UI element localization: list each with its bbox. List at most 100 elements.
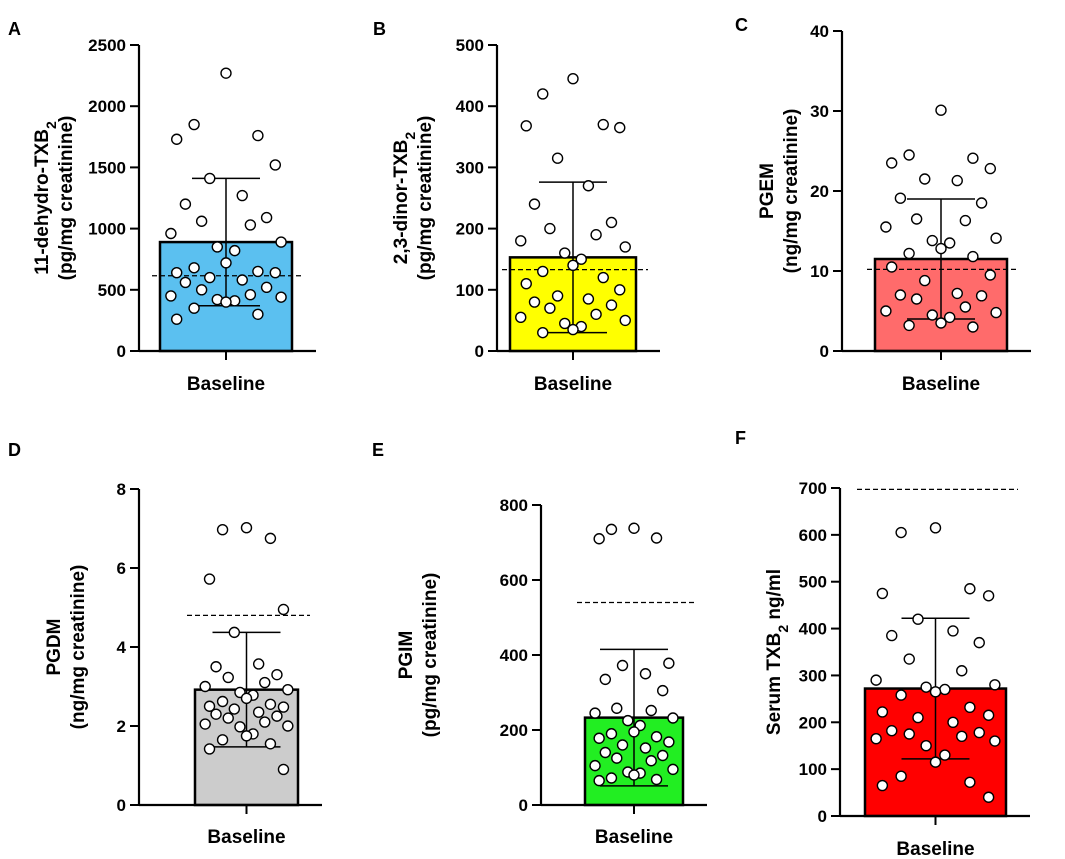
data-point: [616, 659, 629, 672]
panel-letter: A: [8, 19, 21, 39]
panel-letter: D: [8, 440, 21, 460]
data-point: [269, 266, 281, 279]
y-tick-label: 400: [799, 620, 827, 639]
data-point: [165, 227, 177, 240]
data-point: [876, 587, 889, 600]
data-point: [611, 702, 623, 714]
data-point: [920, 681, 932, 693]
data-point: [582, 180, 595, 192]
data-point: [222, 671, 234, 684]
data-point: [947, 716, 959, 728]
data-point: [895, 770, 907, 782]
data-point: [537, 326, 549, 339]
data-point: [605, 299, 618, 311]
data-point: [252, 658, 265, 670]
y-axis-title-subscript: 2: [402, 132, 418, 140]
data-point: [593, 533, 605, 545]
data-point: [277, 763, 290, 776]
data-point: [903, 728, 915, 740]
data-point: [605, 523, 618, 536]
data-point: [886, 629, 898, 642]
data-point: [520, 120, 532, 132]
y-tick-label: 300: [456, 158, 484, 177]
data-point: [967, 152, 979, 164]
data-point: [611, 752, 623, 764]
panel-letter: F: [735, 428, 746, 448]
data-point: [165, 290, 177, 302]
data-point: [264, 738, 277, 750]
data-point: [903, 149, 915, 161]
data-point: [975, 197, 988, 209]
data-point: [990, 306, 1002, 319]
data-point: [559, 317, 571, 330]
data-point: [204, 172, 216, 185]
data-point: [282, 683, 294, 696]
data-point: [989, 679, 1001, 691]
data-point: [567, 72, 579, 85]
data-point: [880, 305, 892, 317]
data-point: [203, 743, 216, 755]
data-point: [926, 309, 938, 321]
y-tick-label: 6: [117, 559, 126, 578]
data-point: [959, 301, 972, 313]
data-point: [582, 293, 595, 305]
data-point: [645, 755, 657, 767]
data-point: [551, 152, 564, 164]
y-tick-label: 500: [456, 36, 484, 55]
data-point: [982, 590, 995, 602]
y-tick-label: 0: [475, 342, 484, 361]
data-point: [926, 234, 938, 247]
data-point: [650, 773, 663, 786]
y-axis-title-units: (pg/mg creatinine): [56, 116, 77, 281]
data-point: [599, 746, 611, 759]
x-category-label: Baseline: [902, 374, 980, 395]
data-point: [575, 253, 587, 265]
y-tick-label: 400: [500, 646, 528, 665]
y-tick-label: 0: [820, 342, 829, 361]
data-point: [964, 583, 976, 595]
data-point: [599, 673, 611, 686]
data-point: [903, 247, 915, 260]
data-point: [204, 271, 216, 284]
data-point: [170, 133, 183, 145]
data-point: [188, 262, 200, 274]
data-point: [597, 118, 609, 131]
data-point: [222, 712, 234, 724]
data-point: [929, 756, 942, 768]
data-point: [203, 700, 216, 712]
data-point: [515, 311, 527, 324]
data-point: [593, 774, 605, 787]
data-point: [935, 317, 947, 329]
data-point: [645, 704, 657, 717]
data-point: [939, 683, 951, 696]
x-category-label: Baseline: [207, 827, 285, 848]
data-point: [240, 692, 253, 705]
y-tick-label: 2500: [88, 36, 126, 55]
data-point: [880, 221, 892, 233]
data-point: [894, 289, 907, 301]
data-point: [260, 281, 273, 294]
x-category-label: Baseline: [595, 827, 673, 848]
data-point: [275, 291, 287, 303]
data-point: [616, 739, 629, 751]
y-tick-label: 800: [500, 496, 528, 515]
y-tick-label: 200: [500, 721, 528, 740]
data-point: [597, 271, 609, 284]
data-point: [667, 763, 679, 776]
data-point: [947, 625, 959, 637]
y-axis-title-tail: ng/ml: [764, 569, 785, 625]
y-tick-label: 1000: [88, 220, 126, 239]
y-axis-title: PGDM: [44, 619, 65, 676]
data-point: [179, 198, 192, 210]
y-axis-title-subscript: 2: [43, 121, 59, 129]
y-axis-title-subscript: 2: [775, 625, 791, 633]
y-axis-title: 11-dehydro-TXB2: [32, 121, 59, 275]
data-point: [271, 668, 283, 681]
data-point: [211, 241, 224, 253]
data-point: [264, 532, 277, 545]
data-point: [220, 257, 232, 269]
data-point: [912, 613, 924, 625]
data-point: [650, 532, 663, 544]
y-tick-label: 200: [799, 713, 827, 732]
